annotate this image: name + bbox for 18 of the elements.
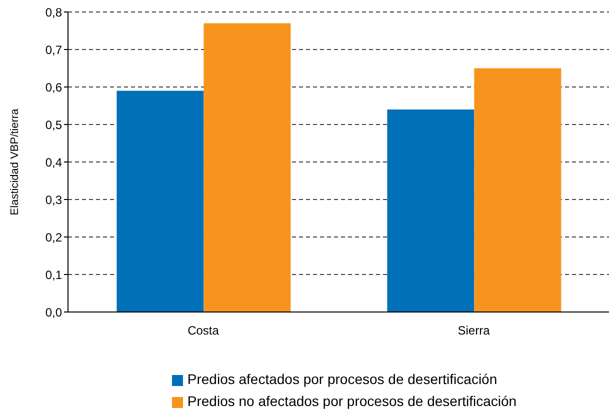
bar xyxy=(387,110,474,312)
y-tick-label: 0,0 xyxy=(45,305,62,320)
y-tick-label: 0,2 xyxy=(45,230,62,244)
y-axis-title: Elasticidad VBP/tierra xyxy=(8,108,21,216)
legend-label: Predios afectados por procesos de desertificación xyxy=(187,371,498,387)
y-tick-label: 0,4 xyxy=(45,155,62,170)
x-tick-label: Costa xyxy=(188,324,220,338)
y-tick-label: 0,7 xyxy=(45,42,62,57)
bar xyxy=(204,23,291,312)
x-tick-label: Sierra xyxy=(458,324,490,338)
y-tick-label: 0,1 xyxy=(45,268,62,282)
y-tick-label: 0,5 xyxy=(45,118,62,132)
y-tick-label: 0,8 xyxy=(45,5,62,20)
y-tick-label: 0,6 xyxy=(45,80,62,94)
bar xyxy=(474,68,562,312)
y-tick-label: 0,3 xyxy=(45,192,62,207)
legend-label: Predios no afectados por procesos de desertificación xyxy=(187,393,517,409)
bar xyxy=(116,90,204,312)
